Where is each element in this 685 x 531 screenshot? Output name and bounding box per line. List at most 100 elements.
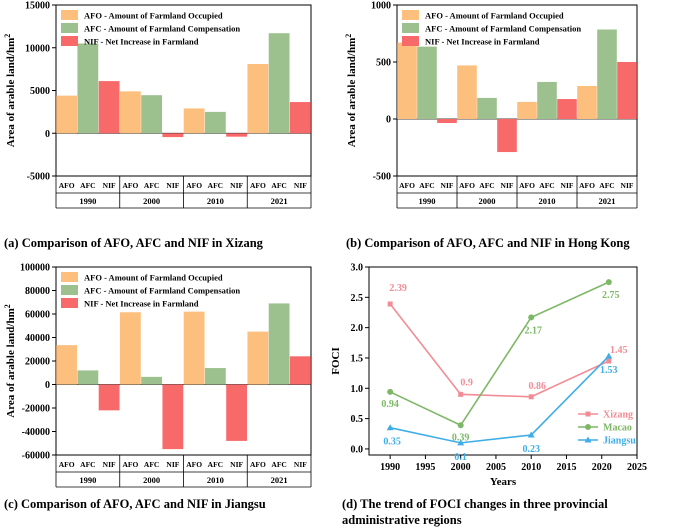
xizang-sublabel: AFO xyxy=(59,181,75,190)
jiangsu-ytick-label: -40000 xyxy=(22,427,50,438)
jiangsu-legend-swatch-afo xyxy=(61,272,78,282)
foci-data-label: 0.9 xyxy=(460,377,473,388)
xizang-bar-afo-2010 xyxy=(183,108,205,134)
foci-line-jiangsu xyxy=(389,355,610,444)
foci-ytick-label: 3.0 xyxy=(351,263,364,274)
foci-ytick-label: 1.0 xyxy=(351,384,364,395)
hongkong-category-label: 2000 xyxy=(479,196,496,206)
jiangsu-sublabel: NIF xyxy=(103,460,116,469)
foci-xtick-label: 2025 xyxy=(627,462,647,473)
jiangsu-sublabel: AFC xyxy=(80,460,95,469)
hongkong-sublabel: NIF xyxy=(441,181,454,190)
jiangsu-bar-afo-2000 xyxy=(119,312,141,385)
foci-ytick-label: 0.0 xyxy=(351,444,364,455)
jiangsu-sublabel: AFC xyxy=(144,460,159,469)
hongkong-sublabel: AFC xyxy=(539,181,554,190)
foci-data-label: 2.39 xyxy=(389,283,407,294)
foci-xtick-label: 2020 xyxy=(592,462,612,473)
hongkong-sublabel: AFC xyxy=(479,181,494,190)
xizang-ytick-label: -5000 xyxy=(27,172,50,183)
jiangsu-bar-nif-2000 xyxy=(162,384,184,450)
xizang-bar-afc-1990 xyxy=(77,43,99,134)
jiangsu-ytick-label: 20000 xyxy=(25,357,50,368)
hongkong-bar-nif-2010 xyxy=(557,99,577,119)
hongkong-legend-label: NIF - Net Increase in Farmland xyxy=(425,37,540,47)
xizang-sublabel: AFC xyxy=(271,181,286,190)
hongkong-sublabel: AFO xyxy=(399,181,415,190)
jiangsu-sublabel: AFC xyxy=(208,460,223,469)
foci-data-label: 0.35 xyxy=(383,437,401,448)
xizang-legend-label: AFC - Amount of Farmland Compensation xyxy=(84,24,240,34)
hongkong-bar-afo-2000 xyxy=(457,65,477,119)
hongkong-legend-swatch-nif xyxy=(402,36,419,46)
jiangsu-category-label: 1990 xyxy=(79,475,96,485)
hongkong-legend-label: AFO - Amount of Farmland Occupied xyxy=(425,11,564,21)
xizang-category-label: 2010 xyxy=(207,196,224,206)
jiangsu-ytick-label: 60000 xyxy=(25,310,50,321)
jiangsu-sublabel: AFO xyxy=(186,460,202,469)
xizang-sublabel: AFC xyxy=(208,181,223,190)
foci-data-label: 0.86 xyxy=(528,381,546,392)
foci-data-label: 2.17 xyxy=(524,325,542,336)
hongkong-category-label: 2010 xyxy=(539,196,556,206)
jiangsu-sublabel: AFO xyxy=(59,460,75,469)
caption-a: (a) Comparison of AFO, AFC and NIF in Xi… xyxy=(4,236,263,250)
hongkong-sublabel: AFO xyxy=(459,181,475,190)
hongkong-ytick-label: -500 xyxy=(373,172,391,183)
xizang-sublabel: NIF xyxy=(166,181,179,190)
foci-data-label: 0.94 xyxy=(381,399,399,410)
jiangsu-category-label: 2021 xyxy=(271,475,288,485)
foci-point-jiangsu-1990 xyxy=(386,424,394,431)
foci-point-macao-2021 xyxy=(605,279,612,286)
foci-point-xizang-2000 xyxy=(458,391,464,397)
xizang-bar-afc-2010 xyxy=(204,111,226,134)
xizang-sublabel: AFO xyxy=(250,181,266,190)
foci-data-label: 0.23 xyxy=(522,444,540,455)
jiangsu-bar-afc-2010 xyxy=(204,368,226,385)
foci-data-label: 0.39 xyxy=(452,432,470,443)
foci-xlabel: Years xyxy=(490,476,517,488)
foci-legend-marker xyxy=(585,411,591,417)
foci-legend-label: Xizang xyxy=(603,410,633,421)
foci-point-macao-2010 xyxy=(528,314,535,321)
xizang-category-label: 2000 xyxy=(143,196,160,206)
jiangsu-category-label: 2000 xyxy=(143,475,160,485)
jiangsu-bar-afo-2021 xyxy=(247,331,269,385)
jiangsu-bar-afo-1990 xyxy=(56,345,78,385)
xizang-bar-nif-2010 xyxy=(226,133,248,137)
hongkong-bar-nif-2000 xyxy=(497,119,517,153)
hongkong-bar-nif-1990 xyxy=(437,119,457,123)
foci-xtick-label: 2015 xyxy=(556,462,576,473)
hongkong-bar-afc-2021 xyxy=(597,29,617,119)
jiangsu-sublabel: NIF xyxy=(166,460,179,469)
xizang-bar-afc-2000 xyxy=(141,95,163,134)
foci-data-label: 1.53 xyxy=(600,365,618,376)
foci-point-xizang-2021 xyxy=(606,358,612,364)
caption-c: (c) Comparison of AFO, AFC and NIF in Ji… xyxy=(4,497,266,511)
xizang-bar-afo-1990 xyxy=(56,95,78,134)
foci-point-jiangsu-2021 xyxy=(605,352,613,359)
foci-line-xizang xyxy=(389,303,610,398)
foci-xtick-label: 1995 xyxy=(415,462,435,473)
foci-line-macao xyxy=(389,281,610,427)
hongkong-bar-afo-1990 xyxy=(397,42,417,120)
jiangsu-bar-afc-2000 xyxy=(141,376,163,385)
hongkong-sublabel: AFO xyxy=(579,181,595,190)
xizang-ytick-label: 15000 xyxy=(25,1,50,12)
foci-frame xyxy=(368,266,638,456)
jiangsu-ytick-label: 0 xyxy=(45,380,50,391)
foci-ytick-label: 2.5 xyxy=(351,293,364,304)
hongkong-legend-label: AFC - Amount of Farmland Compensation xyxy=(425,24,581,34)
xizang-sublabel: NIF xyxy=(103,181,116,190)
jiangsu-bar-nif-1990 xyxy=(98,384,120,411)
xizang-ylabel: Area of arable land/hm2 xyxy=(3,34,18,148)
xizang-ytick-label: 5000 xyxy=(30,86,50,97)
jiangsu-bar-afo-2010 xyxy=(183,311,205,385)
jiangsu-bar-nif-2010 xyxy=(226,384,248,441)
caption-d: (d) The trend of FOCI changes in three p… xyxy=(342,497,608,527)
jiangsu-category-label: 2010 xyxy=(207,475,224,485)
hongkong-bar-afc-2010 xyxy=(537,81,557,119)
xizang-legend-swatch-afc xyxy=(61,23,78,33)
foci-xtick-label: 2000 xyxy=(451,462,471,473)
xizang-bar-afo-2021 xyxy=(247,63,269,134)
